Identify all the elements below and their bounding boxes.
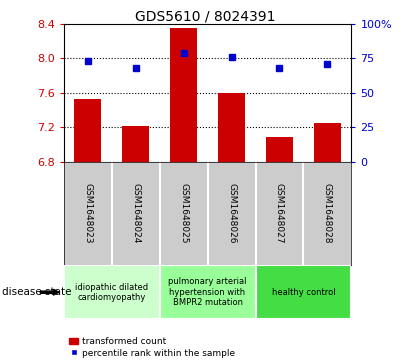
Bar: [74, 99, 101, 162]
Text: pulmonary arterial
hypertension with
BMPR2 mutation: pulmonary arterial hypertension with BMP…: [169, 277, 247, 307]
Bar: [218, 93, 245, 162]
Text: disease state: disease state: [2, 287, 72, 297]
Bar: [122, 126, 149, 162]
Bar: [314, 123, 341, 162]
Bar: [64, 265, 159, 319]
Text: healthy control: healthy control: [272, 288, 335, 297]
Text: GSM1648025: GSM1648025: [179, 183, 188, 244]
Bar: [159, 265, 256, 319]
Text: GSM1648023: GSM1648023: [83, 183, 92, 244]
Bar: [266, 137, 293, 162]
Text: idiopathic dilated
cardiomyopathy: idiopathic dilated cardiomyopathy: [75, 282, 148, 302]
Legend: transformed count, percentile rank within the sample: transformed count, percentile rank withi…: [68, 336, 236, 359]
Text: GSM1648024: GSM1648024: [131, 183, 140, 244]
Text: GSM1648028: GSM1648028: [323, 183, 332, 244]
Text: GSM1648026: GSM1648026: [227, 183, 236, 244]
Text: GSM1648027: GSM1648027: [275, 183, 284, 244]
Bar: [171, 28, 197, 162]
Bar: [256, 265, 351, 319]
Text: GDS5610 / 8024391: GDS5610 / 8024391: [135, 9, 276, 23]
